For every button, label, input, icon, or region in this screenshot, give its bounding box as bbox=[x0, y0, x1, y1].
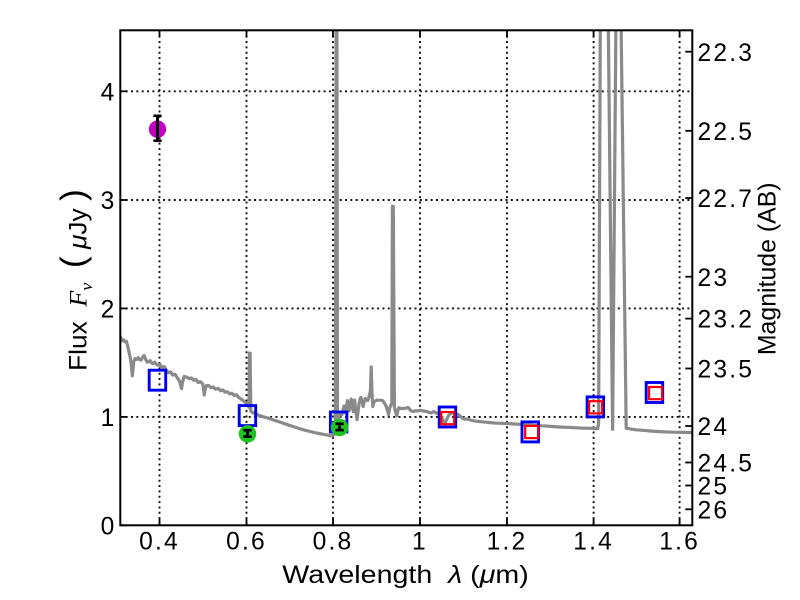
svg-text:1.2: 1.2 bbox=[487, 528, 528, 555]
svg-text:23.2: 23.2 bbox=[698, 307, 755, 334]
svg-text:22.3: 22.3 bbox=[698, 40, 755, 67]
svg-text:4: 4 bbox=[101, 79, 117, 106]
svg-text:22.7: 22.7 bbox=[698, 186, 755, 213]
svg-text:24: 24 bbox=[698, 414, 730, 441]
svg-text:1: 1 bbox=[412, 528, 428, 555]
svg-text:22.5: 22.5 bbox=[698, 119, 755, 146]
svg-text:1.6: 1.6 bbox=[659, 528, 700, 555]
svg-text:0: 0 bbox=[101, 513, 117, 540]
svg-text:0.6: 0.6 bbox=[226, 528, 267, 555]
svg-text:1: 1 bbox=[101, 405, 117, 432]
svg-text:26: 26 bbox=[698, 497, 730, 524]
svg-text:25: 25 bbox=[698, 474, 730, 501]
svg-text:23.5: 23.5 bbox=[698, 357, 755, 384]
svg-text:Wavelength λ (μm): Wavelength λ (μm) bbox=[282, 561, 528, 589]
svg-text:1.4: 1.4 bbox=[573, 528, 614, 555]
svg-text:3: 3 bbox=[101, 188, 117, 215]
svg-text:23: 23 bbox=[698, 265, 730, 292]
svg-text:0.4: 0.4 bbox=[139, 528, 180, 555]
svg-text:2: 2 bbox=[101, 297, 117, 324]
svg-text:Magnitude (AB): Magnitude (AB) bbox=[754, 182, 782, 355]
svg-text:0.8: 0.8 bbox=[313, 528, 354, 555]
svg-text:24.5: 24.5 bbox=[698, 451, 755, 478]
